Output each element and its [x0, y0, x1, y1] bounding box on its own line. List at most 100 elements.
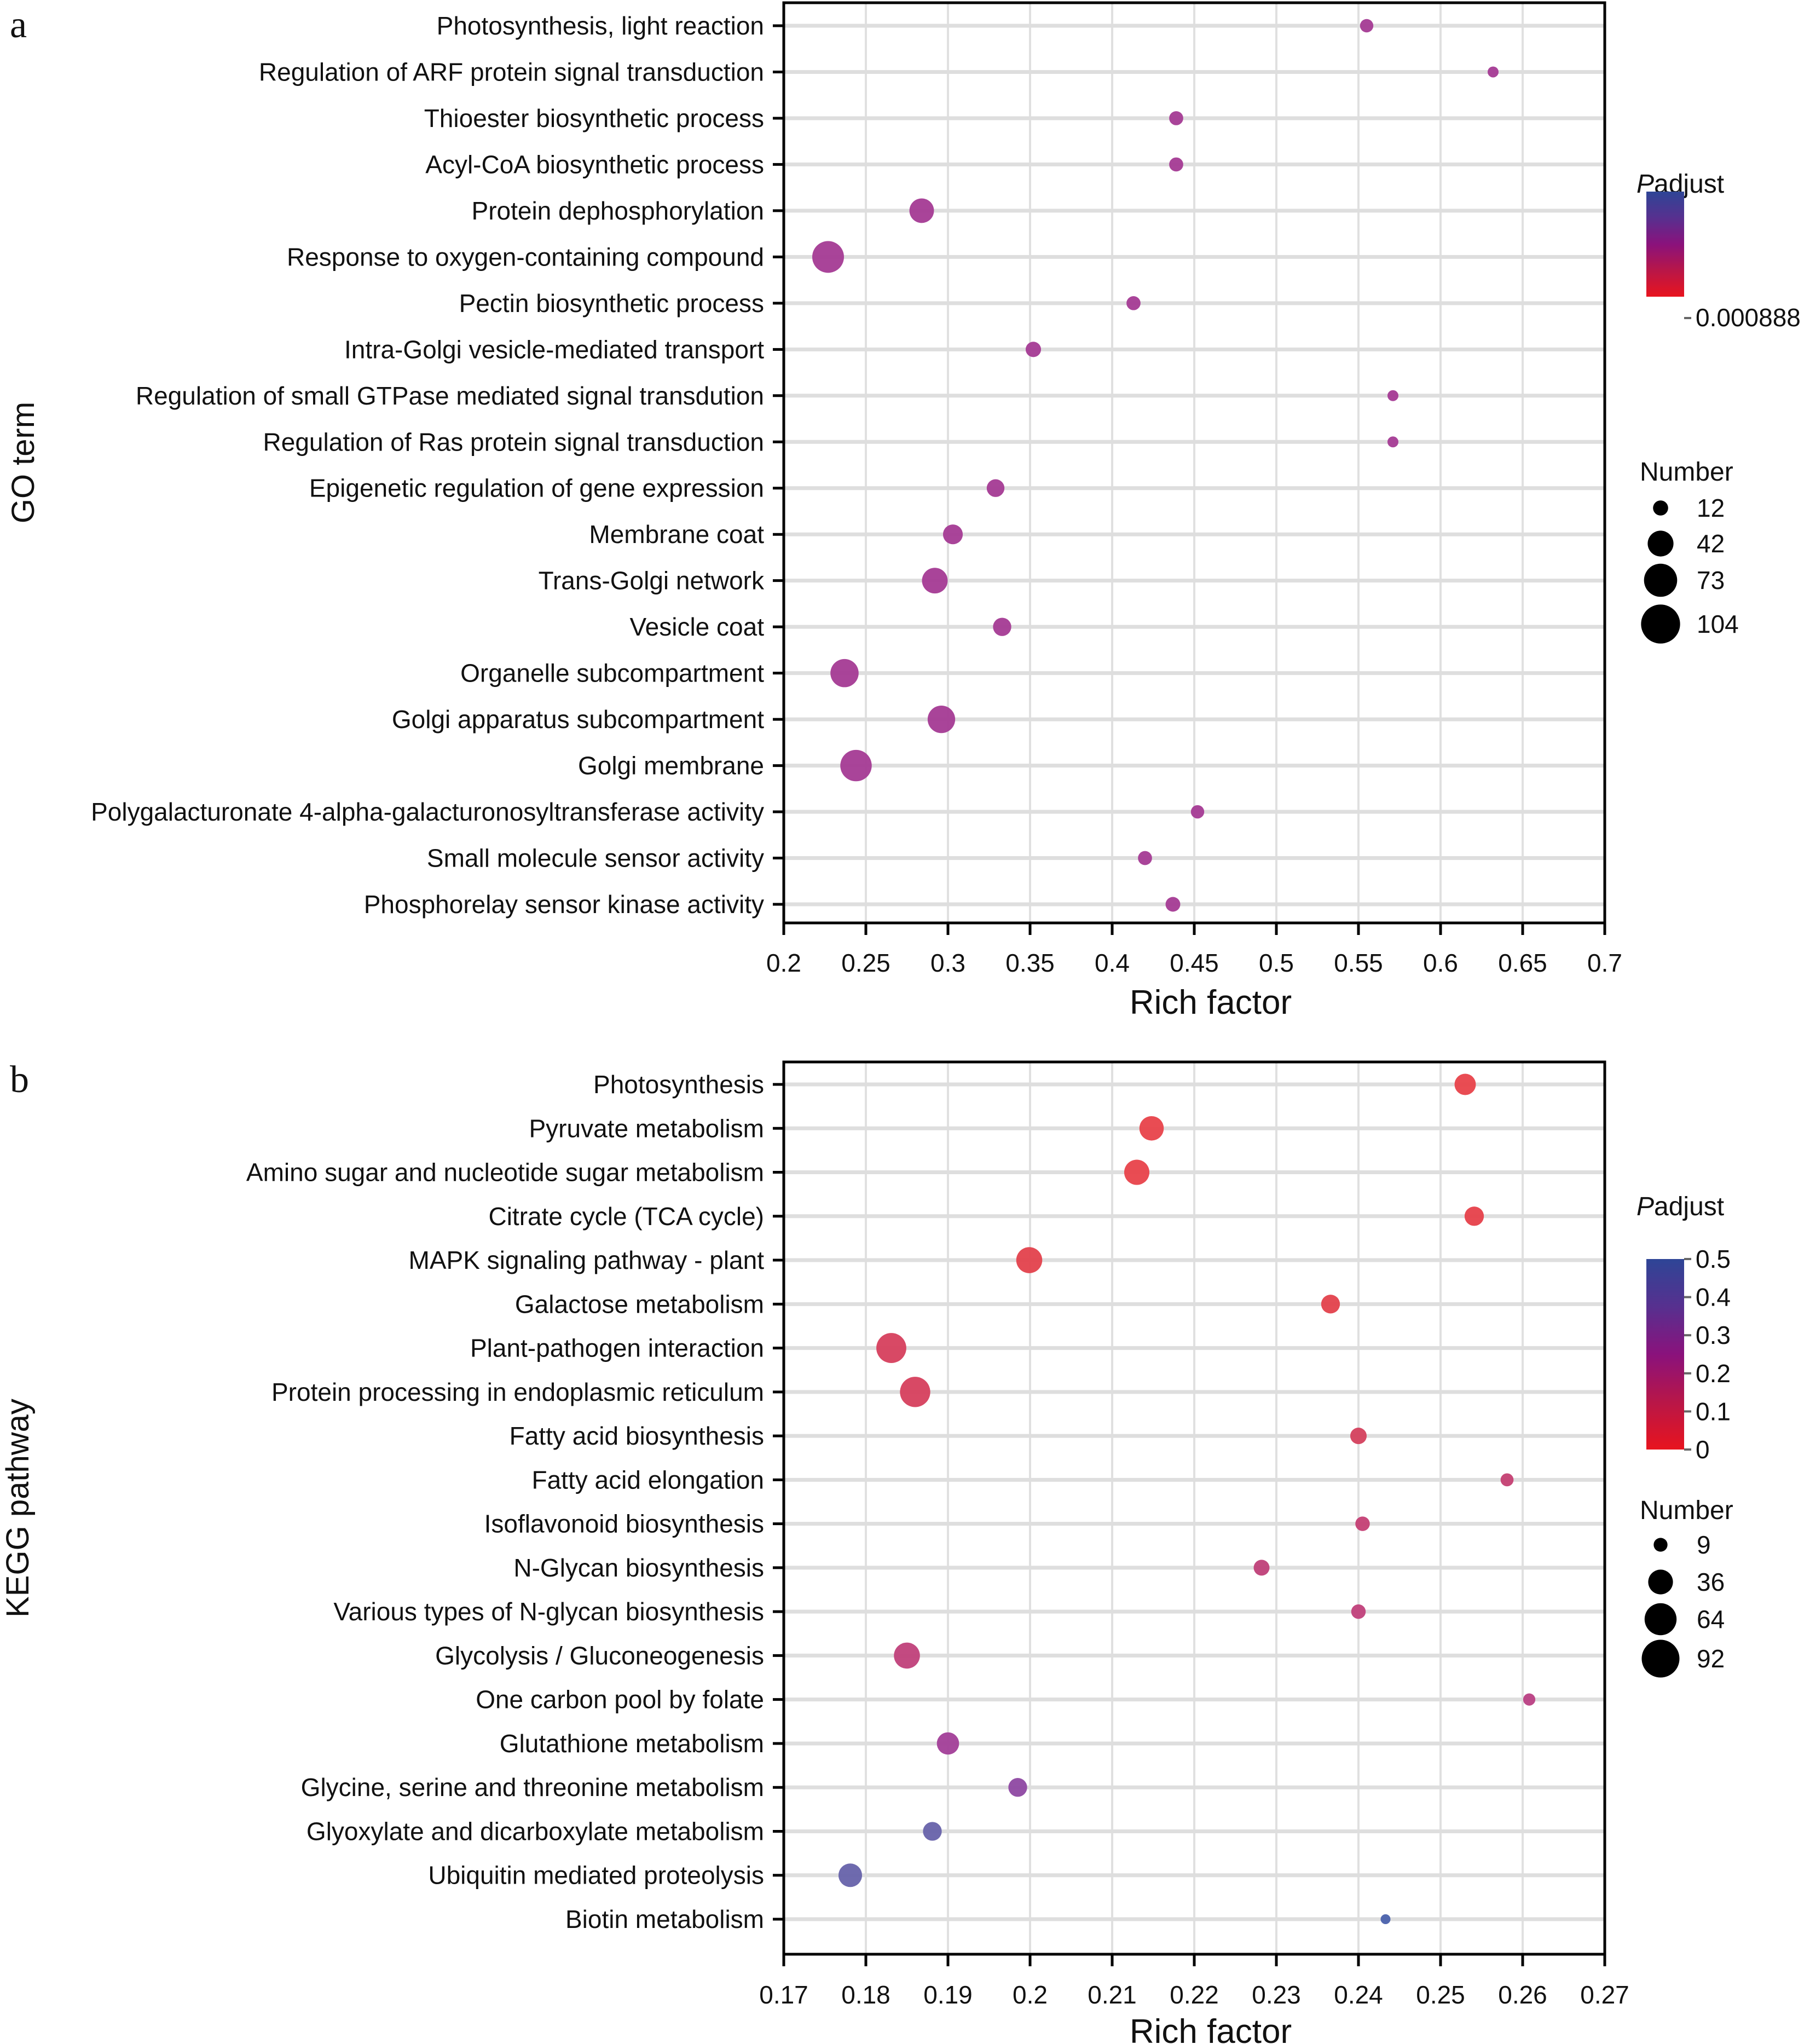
data-point — [1387, 436, 1398, 448]
dots — [838, 1073, 1536, 1924]
grid — [783, 3, 1606, 923]
y-category-label: Ubiquitin mediated proteolysis — [428, 1861, 764, 1890]
size-legend-dot — [1653, 500, 1668, 516]
y-axis: Photosynthesis, light reaction Regulation… — [91, 11, 784, 919]
y-category-label: Biotin metabolism — [565, 1905, 764, 1933]
y-category-label: Amino sugar and nucleotide sugar metabol… — [246, 1158, 764, 1187]
data-point — [1169, 157, 1183, 172]
data-point — [1126, 296, 1141, 310]
x-tick-label: 0.22 — [1170, 1981, 1219, 2009]
x-tick-label: 0.5 — [1259, 949, 1294, 977]
y-category-label: Fatty acid elongation — [532, 1465, 765, 1494]
y-category-label: Protein processing in endoplasmic reticu… — [271, 1378, 764, 1406]
y-category-label: Acyl-CoA biosynthetic process — [425, 150, 764, 178]
size-legend-label: 12 — [1697, 494, 1725, 522]
x-axis: 0.2 0.25 0.3 0.35 0.4 0.45 0.5 0.55 0.6 0.65 0.7 — [766, 923, 1622, 977]
data-point — [1350, 1428, 1367, 1445]
data-point — [900, 1377, 930, 1407]
color-bar-label: 0.5 — [1696, 1245, 1731, 1273]
data-point — [1464, 1206, 1484, 1226]
size-legend: 9 36 64 92 — [1641, 1531, 1725, 1678]
data-point — [993, 617, 1011, 636]
size-legend-dot — [1647, 530, 1674, 557]
y-category-label: Glycolysis / Gluconeogenesis — [435, 1641, 764, 1670]
data-point — [1355, 1516, 1370, 1531]
x-tick-label: 0.25 — [841, 949, 890, 977]
y-category-label: Photosynthesis, light reaction — [437, 11, 764, 40]
data-point — [1138, 851, 1152, 865]
y-category-label: Isoflavonoid biosynthesis — [484, 1510, 764, 1538]
data-point — [1190, 805, 1205, 819]
color-bar — [1646, 1259, 1684, 1450]
data-point — [1025, 342, 1042, 357]
x-tick-label: 0.18 — [841, 1981, 890, 2009]
data-point — [923, 1822, 942, 1841]
size-legend-dot — [1653, 1538, 1668, 1552]
data-point — [876, 1333, 906, 1363]
y-category-label: Golgi membrane — [578, 752, 764, 780]
y-category-label: MAPK signaling pathway - plant — [409, 1246, 765, 1274]
y-category-label: Organelle subcompartment — [460, 659, 764, 688]
y-category-label: Response to oxygen-containing compound — [287, 242, 764, 271]
y-axis-title: GO term — [5, 402, 41, 523]
y-category-label: Regulation of Ras protein signal transdu… — [263, 428, 764, 456]
data-point — [927, 705, 956, 734]
y-axis-title: KEGG pathway — [0, 1399, 36, 1618]
size-legend-label: 42 — [1697, 529, 1725, 558]
x-tick-label: 0.6 — [1423, 949, 1458, 977]
x-tick-label: 0.35 — [1005, 949, 1055, 977]
x-tick-label: 0.3 — [930, 949, 965, 977]
color-bar-label: 0.000888 — [1696, 303, 1801, 332]
color-bar-label: 0.3 — [1696, 1321, 1731, 1349]
data-point — [1488, 66, 1499, 78]
y-category-label: One carbon pool by folate — [476, 1685, 764, 1714]
color-bar-label: 0.4 — [1696, 1283, 1731, 1312]
x-tick-label: 0.21 — [1088, 1981, 1137, 2009]
x-tick-label: 0.24 — [1334, 1981, 1383, 2009]
color-legend-title-rest: adjust — [1654, 1192, 1724, 1221]
x-tick-label: 0.17 — [759, 1981, 808, 2009]
y-category-label: Polygalacturonate 4-alpha-galacturonosyl… — [91, 798, 764, 826]
data-point — [922, 568, 948, 594]
data-point — [894, 1642, 920, 1669]
y-category-label: Citrate cycle (TCA cycle) — [488, 1202, 764, 1231]
dots — [812, 19, 1499, 912]
color-legend-title: Padjust — [1636, 170, 1724, 199]
x-tick-label: 0.45 — [1170, 949, 1219, 977]
y-category-label: Vesicle coat — [630, 613, 765, 641]
y-category-label: Intra-Golgi vesicle-mediated transport — [344, 335, 764, 363]
y-category-label: Glutathione metabolism — [500, 1729, 764, 1758]
x-tick-label: 0.23 — [1252, 1981, 1301, 2009]
data-point — [1523, 1693, 1536, 1706]
data-point — [1165, 897, 1181, 912]
size-legend-dot — [1644, 563, 1678, 597]
x-tick-label: 0.25 — [1416, 1981, 1465, 2009]
x-axis: 0.17 0.18 0.19 0.2 0.21 0.22 0.23 0.24 0.25 0.26 0… — [759, 1954, 1629, 2009]
data-point — [1387, 390, 1398, 401]
data-point — [1351, 1604, 1366, 1619]
size-legend-label: 92 — [1697, 1644, 1725, 1673]
size-legend-title: Number — [1640, 458, 1733, 487]
x-tick-label: 0.65 — [1498, 949, 1547, 977]
x-tick-label: 0.2 — [1013, 1981, 1048, 2009]
y-category-label: N-Glycan biosynthesis — [513, 1554, 764, 1582]
x-tick-label: 0.7 — [1587, 949, 1622, 977]
x-tick-label: 0.19 — [923, 1981, 973, 2009]
color-bar-label: 0 — [1696, 1435, 1710, 1464]
color-bar — [1646, 192, 1684, 297]
y-category-label: Glycine, serine and threonine metabolism — [301, 1773, 764, 1802]
data-point — [1360, 19, 1374, 33]
y-category-label: Phosphorelay sensor kinase activity — [364, 890, 764, 919]
data-point — [1500, 1473, 1514, 1487]
y-axis: Photosynthesis Pyruvate metabolism Amino s… — [246, 1070, 784, 1933]
size-legend-dot — [1648, 1569, 1673, 1595]
data-point — [1169, 111, 1183, 125]
y-category-label: Protein dephosphorylation — [472, 197, 764, 225]
y-category-label: Trans-Golgi network — [539, 567, 765, 595]
data-point — [936, 1732, 959, 1755]
y-category-label: Fatty acid biosynthesis — [510, 1422, 764, 1450]
y-category-label: Thioester biosynthetic process — [424, 104, 764, 132]
y-category-label: Galactose metabolism — [515, 1290, 764, 1318]
y-category-label: Regulation of small GTPase mediated sign… — [136, 382, 764, 410]
